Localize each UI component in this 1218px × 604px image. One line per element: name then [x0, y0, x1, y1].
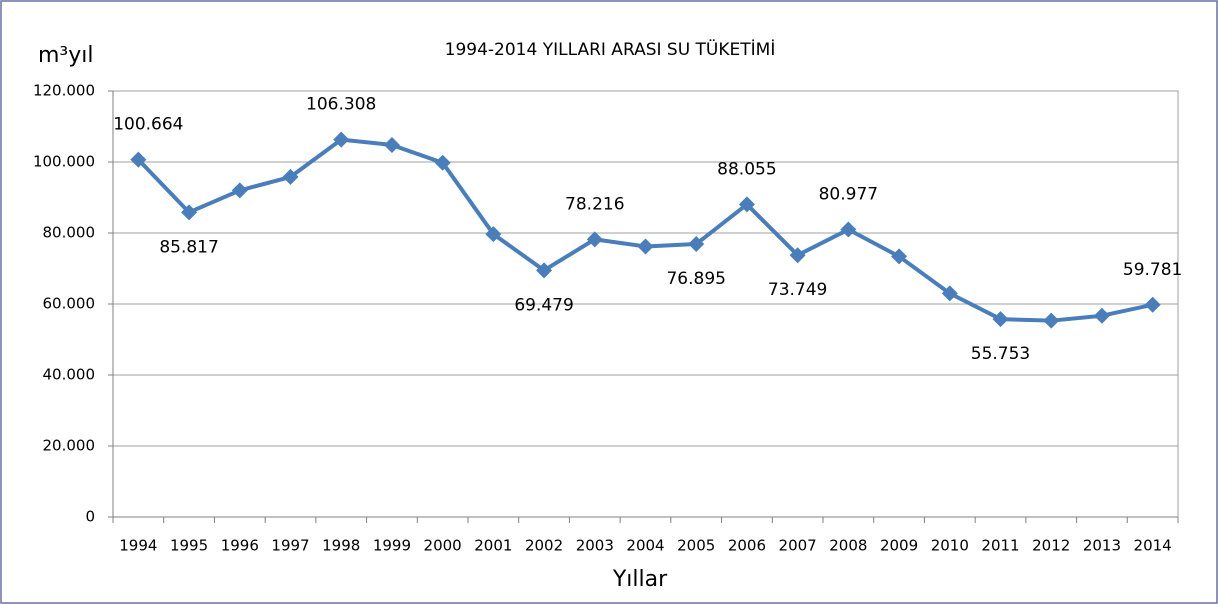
marker	[1093, 307, 1110, 324]
data-label: 85.817	[159, 237, 218, 257]
x-tick-label: 2000	[424, 537, 462, 555]
y-tick-label: 0	[85, 508, 95, 526]
x-tick-label: 2011	[981, 537, 1019, 555]
data-label: 59.781	[1123, 260, 1182, 280]
marker	[536, 262, 553, 279]
marker	[282, 168, 299, 185]
marker	[891, 248, 908, 265]
y-tick-label: 20.000	[43, 437, 96, 455]
x-tick-label: 2002	[525, 537, 563, 555]
marker	[637, 238, 654, 255]
y-tick-label: 40.000	[43, 366, 96, 384]
x-tick-label: 2010	[931, 537, 969, 555]
chart-title: 1994-2014 YILLARI ARASI SU TÜKETİMİ	[445, 38, 776, 60]
y-tick-label: 80.000	[43, 224, 96, 242]
data-label: 106.308	[306, 95, 376, 115]
data-label: 78.216	[565, 194, 624, 214]
y-tick-label: 120.000	[33, 82, 95, 100]
x-tick-label: 2001	[474, 537, 512, 555]
x-tick-label: 2003	[576, 537, 614, 555]
x-tick-label: 1997	[271, 537, 309, 555]
data-label: 69.479	[514, 295, 573, 315]
x-tick-label: 2009	[880, 537, 918, 555]
marker	[1144, 296, 1161, 313]
marker	[130, 151, 147, 168]
x-tick-label: 2006	[728, 537, 766, 555]
data-label: 100.664	[113, 115, 183, 135]
marker	[181, 204, 198, 221]
marker	[941, 285, 958, 302]
x-tick-label: 2014	[1134, 537, 1172, 555]
marker	[688, 236, 705, 253]
data-label: 73.749	[768, 280, 827, 300]
x-tick-label: 1994	[119, 537, 157, 555]
x-tick-label: 1995	[170, 537, 208, 555]
x-tick-label: 2012	[1032, 537, 1070, 555]
data-label: 76.895	[666, 269, 725, 289]
marker	[789, 247, 806, 264]
marker	[485, 226, 502, 243]
x-tick-label: 1996	[221, 537, 259, 555]
y-tick-label: 100.000	[33, 153, 95, 171]
x-axis-label: Yıllar	[612, 567, 668, 592]
x-tick-label: 2013	[1083, 537, 1121, 555]
data-label: 80.977	[819, 185, 878, 205]
x-tick-label: 1999	[373, 537, 411, 555]
x-tick-label: 2008	[829, 537, 867, 555]
marker	[840, 221, 857, 238]
marker	[383, 136, 400, 153]
x-tick-label: 1998	[322, 537, 360, 555]
marker	[738, 196, 755, 213]
marker	[231, 182, 248, 199]
marker	[992, 311, 1009, 328]
x-tick-label: 2005	[677, 537, 715, 555]
marker	[586, 231, 603, 248]
marker	[1043, 312, 1060, 329]
marker	[333, 131, 350, 148]
y-axis-label: m³yıl	[38, 43, 94, 68]
y-tick-label: 60.000	[43, 295, 96, 313]
data-label: 88.055	[717, 159, 776, 179]
x-tick-label: 2007	[779, 537, 817, 555]
data-label: 55.753	[971, 344, 1030, 364]
x-tick-label: 2004	[626, 537, 664, 555]
marker	[434, 154, 451, 171]
